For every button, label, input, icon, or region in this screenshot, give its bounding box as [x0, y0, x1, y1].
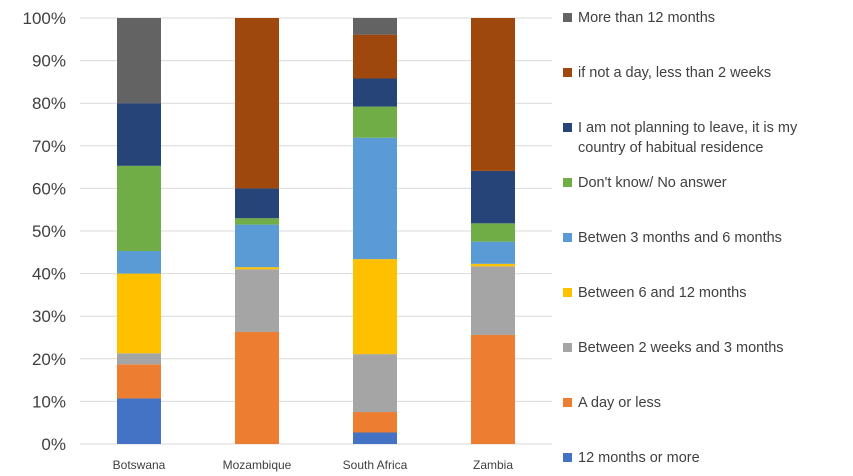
legend-item: Between 2 weeks and 3 months — [563, 338, 843, 358]
y-tick-label: 0% — [41, 435, 66, 454]
legend-label: Between 2 weeks and 3 months — [578, 340, 784, 356]
x-tick-label: Mozambique — [223, 458, 292, 472]
y-tick-label: 20% — [32, 350, 66, 369]
bar-segment — [235, 331, 279, 444]
legend-label: if not a day, less than 2 weeks — [578, 65, 772, 81]
bar-segment — [117, 18, 161, 104]
legend-swatch — [563, 288, 572, 297]
legend-item: Don't know/ No answer — [563, 173, 843, 193]
bar-segment — [117, 103, 161, 166]
bar-segment — [471, 223, 515, 242]
y-tick-label: 10% — [32, 392, 66, 411]
bar-segment — [353, 432, 397, 444]
legend-label: Betwen 3 months and 6 months — [578, 230, 782, 246]
bar-segment — [235, 267, 279, 270]
x-tick-label: Zambia — [473, 458, 513, 472]
legend-swatch — [563, 343, 572, 352]
y-tick-label: 90% — [32, 52, 66, 71]
legend-swatch — [563, 233, 572, 242]
x-axis-tick-labels: Botswana Mozambique South Africa Zambia — [113, 458, 514, 472]
bar-segment — [353, 354, 397, 413]
bar-segment — [471, 266, 515, 335]
y-axis-tick-labels: 0% 10% 20% 30% 40% 50% 60% 70% 80% 90% 100% — [23, 9, 66, 454]
x-tick-label: South Africa — [343, 458, 408, 472]
bar-segment — [471, 263, 515, 267]
y-tick-label: 70% — [32, 137, 66, 156]
legend-label: More than 12 months — [578, 10, 716, 26]
legend-swatch — [563, 178, 572, 187]
bar-segment — [235, 224, 279, 268]
bar-segment — [471, 241, 515, 264]
legend-item: 12 months or more — [563, 448, 843, 468]
legend-swatch — [563, 13, 572, 22]
y-tick-label: 40% — [32, 265, 66, 284]
bar-segment — [117, 165, 161, 252]
legend-item: More than 12 months — [563, 8, 843, 28]
legend-item: I am not planning to leave, it is my cou… — [563, 118, 843, 158]
bar-segment — [117, 364, 161, 399]
legend-item: A day or less — [563, 393, 843, 413]
bar-segment — [353, 18, 397, 35]
y-tick-label: 80% — [32, 94, 66, 113]
bar-segment — [353, 34, 397, 79]
legend-item: if not a day, less than 2 weeks — [563, 63, 843, 83]
legend-swatch — [563, 123, 572, 132]
legend-swatch — [563, 453, 572, 462]
bars — [117, 18, 515, 444]
bar-segment — [353, 137, 397, 260]
bar-segment — [353, 259, 397, 355]
bar-segment — [117, 353, 161, 365]
bar-segment — [117, 273, 161, 354]
y-tick-label: 30% — [32, 307, 66, 326]
legend-label: Between 6 and 12 months — [578, 285, 747, 301]
bar-segment — [235, 188, 279, 219]
legend-item: Betwen 3 months and 6 months — [563, 228, 843, 248]
bar-segment — [471, 170, 515, 224]
bar-segment — [353, 106, 397, 138]
legend-swatch — [563, 68, 572, 77]
bar-segment — [471, 18, 515, 171]
y-tick-label: 50% — [32, 222, 66, 241]
legend: More than 12 months if not a day, less th… — [563, 0, 853, 476]
bar-segment — [353, 412, 397, 433]
legend-label: I am not planning to leave, it is my cou… — [578, 120, 798, 156]
legend-label: A day or less — [578, 395, 662, 411]
bar-segment — [353, 78, 397, 107]
legend-label: 12 months or more — [578, 450, 700, 466]
bar-segment — [235, 218, 279, 225]
legend-label: Don't know/ No answer — [578, 175, 727, 191]
stacked-bar-chart: 0% 10% 20% 30% 40% 50% 60% 70% 80% 90% 100% Botswa… — [23, 9, 552, 472]
bar-segment — [235, 269, 279, 332]
y-tick-label: 60% — [32, 179, 66, 198]
legend-swatch — [563, 398, 572, 407]
bar-segment — [471, 334, 515, 444]
legend-item: Between 6 and 12 months — [563, 283, 843, 303]
x-tick-label: Botswana — [113, 458, 166, 472]
bar-segment — [117, 251, 161, 274]
bar-segment — [117, 398, 161, 444]
bar-segment — [235, 18, 279, 189]
y-tick-label: 100% — [23, 9, 66, 28]
